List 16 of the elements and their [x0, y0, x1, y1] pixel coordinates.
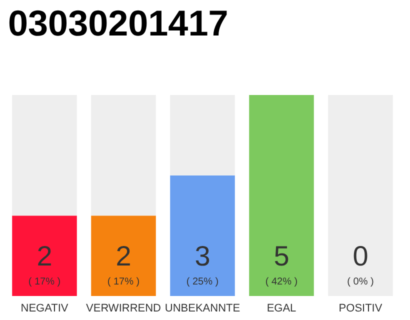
data-label: 2 [116, 240, 132, 272]
annotation: ( 17% ) [28, 276, 61, 288]
annotation: 0 [352, 240, 368, 272]
annotation: ( 42% ) [265, 276, 298, 288]
annotation: ( 25% ) [186, 276, 219, 288]
x-tick-label: VERWIRREND [86, 302, 162, 314]
x-tick-label: NEGATIV [20, 302, 69, 314]
annotation: ( 0% ) [347, 276, 374, 288]
x-tick-label: UNBEKANNTE [164, 302, 240, 314]
annotation: ( 17% ) [107, 276, 140, 288]
data-label: 3 [194, 240, 210, 272]
x-tick-label: EGAL [266, 302, 296, 314]
data-label: 2 [36, 240, 52, 272]
chart-title: 03030201417 [8, 2, 228, 44]
x-tick-label: POSITIV [338, 302, 383, 314]
data-label: 5 [274, 240, 290, 272]
